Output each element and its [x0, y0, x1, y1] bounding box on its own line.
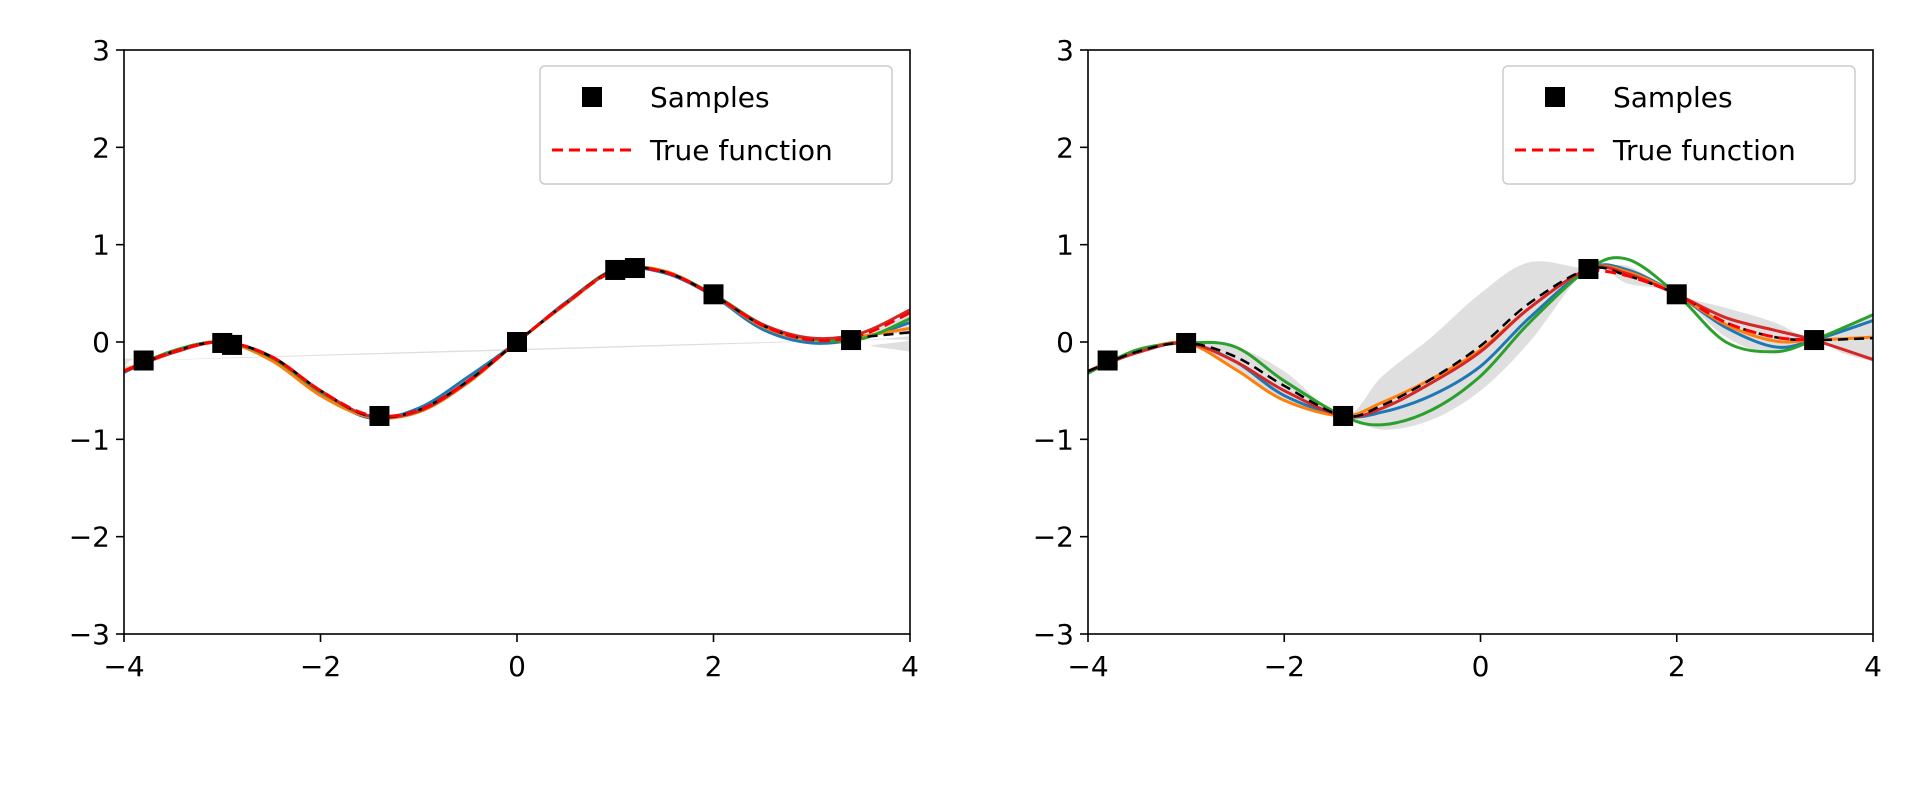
sample-point	[369, 405, 390, 426]
sample-point	[1578, 259, 1599, 279]
x-tick-label: 0	[1472, 650, 1490, 683]
legend-label: Samples	[1613, 81, 1733, 114]
legend-samples-marker	[1545, 87, 1565, 107]
uncertainty-band	[124, 314, 910, 377]
legend-label: True function	[649, 134, 833, 167]
x-tick-label: 2	[705, 650, 723, 683]
legend-box	[539, 65, 893, 185]
left-panel: −4 −2 0 2 4 −3 −2 −1 0 1 2 3 Samples True function	[69, 34, 919, 683]
legend-samples-marker	[582, 87, 602, 107]
plot-area	[1088, 256, 1873, 430]
x-tick-label: −2	[300, 650, 341, 683]
y-tick-label: −3	[69, 618, 110, 651]
true-function-line	[1588, 267, 1815, 342]
sample-point	[624, 258, 645, 279]
y-tick-label: 1	[1056, 229, 1074, 262]
y-tick-label: 3	[92, 34, 110, 67]
sample-point	[1333, 405, 1354, 426]
y-tick-label: 3	[1056, 34, 1074, 67]
true-function-line	[124, 266, 910, 418]
sample-point	[507, 332, 527, 352]
sample-point	[1804, 330, 1825, 351]
sample-point	[703, 284, 724, 305]
legend: Samples True function	[539, 65, 893, 185]
y-tick-label: −1	[69, 423, 110, 456]
sample-point	[222, 334, 243, 355]
y-tick-label: 0	[92, 326, 110, 359]
x-tick-label: −4	[103, 650, 144, 683]
y-tick-label: −2	[1033, 521, 1074, 554]
x-tick-label: 4	[1864, 650, 1882, 683]
y-tick-label: −1	[1033, 423, 1074, 456]
x-tick-label: 4	[901, 650, 919, 683]
sample-point	[133, 350, 154, 371]
plot-area	[124, 265, 910, 421]
x-tick-label: −4	[1067, 650, 1108, 683]
y-tick-label: 0	[1056, 326, 1074, 359]
x-tick-label: 0	[508, 650, 526, 683]
sample-point	[841, 330, 862, 351]
legend-box	[1502, 65, 1856, 185]
y-tick-label: 1	[92, 229, 110, 262]
legend-label: True function	[1612, 134, 1796, 167]
right-panel: −4 −2 0 2 4 −3 −2 −1 0 1 2 3 Samples True function	[1033, 34, 1882, 683]
y-tick-label: −3	[1033, 618, 1074, 651]
sample-point	[605, 259, 626, 280]
y-tick-label: −2	[69, 521, 110, 554]
legend: Samples True function	[1502, 65, 1856, 185]
posterior-sample-line-2	[1088, 264, 1873, 418]
posterior-sample-line-4	[1088, 265, 1873, 419]
sample-point	[1097, 350, 1118, 371]
legend-label: Samples	[650, 81, 770, 114]
posterior-sample-line-3	[1088, 256, 1873, 427]
y-tick-label: 2	[92, 131, 110, 164]
sample-point	[1176, 332, 1197, 353]
x-tick-label: 2	[1668, 650, 1686, 683]
sample-point	[1666, 284, 1687, 305]
y-tick-label: 2	[1056, 131, 1074, 164]
x-tick-label: −2	[1264, 650, 1305, 683]
